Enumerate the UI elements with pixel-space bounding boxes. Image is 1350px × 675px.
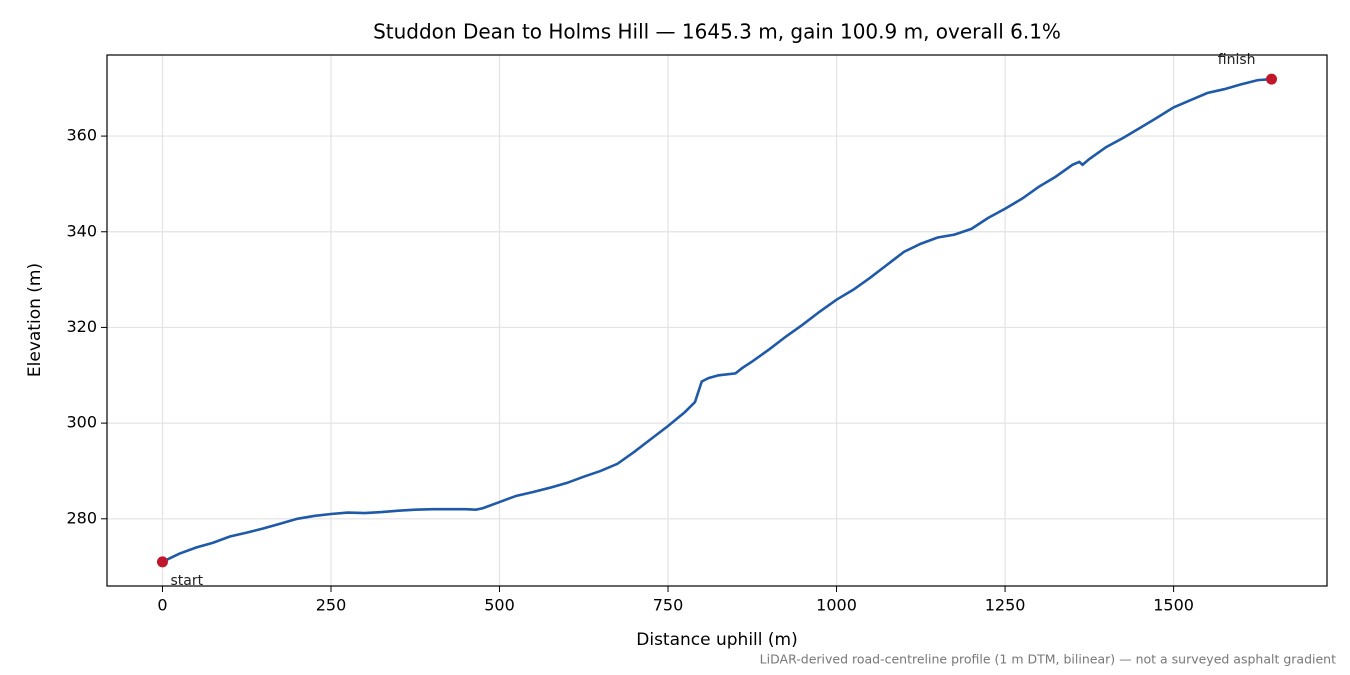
x-tick-label: 0 [157,596,167,615]
y-axis-label: Elevation (m) [25,263,45,377]
y-tick-label: 280 [66,508,97,527]
chart-title: Studdon Dean to Holms Hill — 1645.3 m, g… [373,20,1061,44]
endpoint-marker [156,556,168,568]
x-tick-label: 500 [484,596,515,615]
y-tick-label: 320 [66,317,97,336]
endpoint-label: finish [1218,52,1256,68]
x-tick-label: 1250 [985,596,1026,615]
x-tick-label: 250 [316,596,347,615]
y-tick-label: 340 [66,221,97,240]
endpoint-marker [1266,73,1278,85]
x-tick-label: 750 [653,596,684,615]
y-tick-label: 300 [66,413,97,432]
x-axis-label: Distance uphill (m) [636,630,797,650]
plot-frame [106,54,1328,587]
footnote: LiDAR-derived road-centreline profile (1… [760,652,1336,667]
y-tick-label: 360 [66,126,97,145]
elevation-line [161,77,1272,564]
x-tick-label: 1500 [1153,596,1194,615]
endpoint-label: start [170,573,203,589]
x-tick-label: 1000 [816,596,857,615]
